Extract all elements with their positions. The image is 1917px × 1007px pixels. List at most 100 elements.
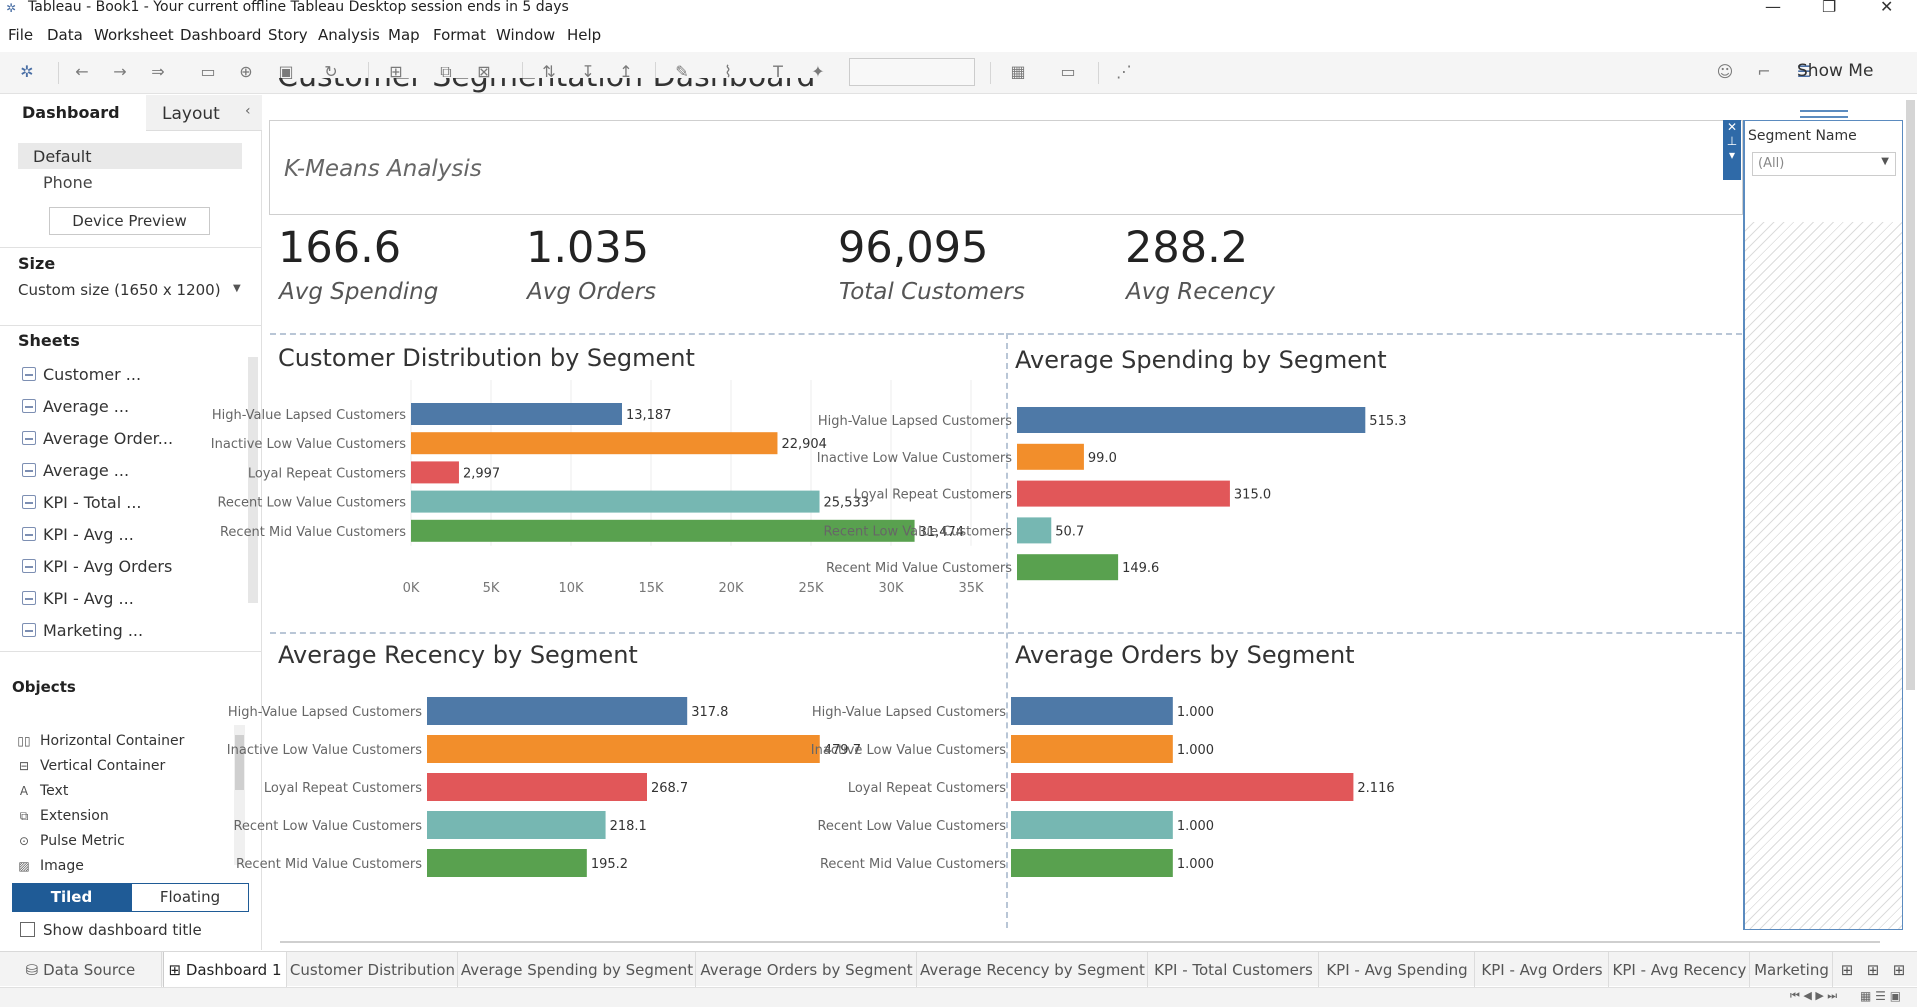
- menu-dashboard[interactable]: Dashboard: [180, 26, 262, 44]
- presentation-icon[interactable]: ▭: [1060, 62, 1076, 81]
- bar[interactable]: [411, 403, 622, 425]
- sheets-scrollbar[interactable]: [248, 357, 258, 603]
- tab-customer-distribution[interactable]: Customer Distribution: [288, 952, 458, 987]
- subtitle-container[interactable]: K-Means Analysis: [269, 120, 1743, 215]
- tab-kpi-avg-spending[interactable]: KPI - Avg Spending: [1320, 952, 1475, 987]
- sheet-item[interactable]: KPI - Total ...: [22, 493, 142, 515]
- show-me-button[interactable]: Show Me: [1797, 61, 1874, 81]
- bar[interactable]: [427, 697, 688, 725]
- bar[interactable]: [1011, 697, 1173, 725]
- bar[interactable]: [1017, 517, 1052, 544]
- fit-dropdown[interactable]: [849, 58, 975, 86]
- chevron-down-icon[interactable]: ▾: [1728, 148, 1736, 162]
- chart-customer-distribution[interactable]: 0K5K10K15K20K25K30K35KDistinct count of …: [211, 380, 1004, 630]
- object-image[interactable]: ▨ Image: [16, 858, 84, 874]
- object-pulse-metric[interactable]: ⊙ Pulse Metric: [16, 833, 125, 849]
- object-extension[interactable]: ⧉ Extension: [16, 808, 109, 824]
- tab-layout[interactable]: Layout: [162, 104, 220, 124]
- chart-average-spending[interactable]: High-Value Lapsed Customers 515.3 Inactive…: [817, 380, 1740, 630]
- object-vertical-container[interactable]: ⊟ Vertical Container: [16, 758, 165, 774]
- tab-kpi-total-customers[interactable]: KPI - Total Customers: [1149, 952, 1319, 987]
- bar[interactable]: [411, 461, 459, 484]
- swap-icon[interactable]: ⇅: [542, 62, 556, 81]
- bar[interactable]: [411, 519, 915, 542]
- object-horizontal-container[interactable]: ▯▯ Horizontal Container: [17, 733, 185, 749]
- menu-file[interactable]: File: [8, 26, 34, 44]
- bar[interactable]: [427, 773, 647, 801]
- tab-dashboard-1[interactable]: ⊞ Dashboard 1: [163, 952, 287, 987]
- bar[interactable]: [1017, 407, 1366, 433]
- chat-icon[interactable]: ☺: [1716, 62, 1734, 81]
- clear-sheet-icon[interactable]: ⊠: [477, 62, 491, 81]
- sheet-item[interactable]: Average ...: [22, 461, 129, 483]
- canvas-vertical-scrollbar[interactable]: [1906, 100, 1915, 690]
- new-story-icon[interactable]: ⊞: [1892, 961, 1906, 979]
- sheet-item[interactable]: KPI - Avg Orders: [22, 557, 172, 579]
- show-dashboard-title-checkbox[interactable]: Show dashboard title: [20, 921, 202, 939]
- refresh-icon[interactable]: ↻: [324, 62, 338, 81]
- menu-help[interactable]: Help: [567, 26, 602, 44]
- tab-navigation-icon[interactable]: ⏮ ◀ ▶ ⏭: [1790, 989, 1838, 1002]
- minimize-icon[interactable]: —: [1765, 0, 1781, 16]
- restore-icon[interactable]: ❐: [1822, 0, 1837, 16]
- device-phone[interactable]: Phone: [43, 173, 93, 192]
- collapse-panel-icon[interactable]: ‹: [245, 103, 251, 119]
- chevron-down-icon[interactable]: ▼: [233, 283, 241, 294]
- duplicate-icon[interactable]: ⧉: [440, 62, 452, 81]
- pin-icon[interactable]: ✦: [811, 62, 825, 81]
- device-preview-button[interactable]: Device Preview: [49, 207, 210, 235]
- format-painter-icon[interactable]: ⌐: [1757, 62, 1771, 81]
- share-icon[interactable]: ⋰: [1116, 62, 1132, 81]
- tab-kpi-avg-recency[interactable]: KPI - Avg Recency: [1610, 952, 1750, 987]
- fit-icon[interactable]: ▦: [1010, 62, 1026, 81]
- chart-average-orders[interactable]: High-Value Lapsed Customers 1.000 Inactive…: [811, 678, 1740, 928]
- replay-icon[interactable]: ⇒: [151, 62, 165, 81]
- sort-ascending-icon[interactable]: ↧: [581, 62, 595, 81]
- new-worksheet-icon[interactable]: ⊞: [389, 62, 403, 81]
- redo-icon[interactable]: →: [113, 62, 127, 81]
- tab-average-recency[interactable]: Average Recency by Segment: [918, 952, 1148, 987]
- floating-button[interactable]: Floating: [131, 883, 249, 912]
- bar[interactable]: [1011, 849, 1173, 877]
- tab-average-spending[interactable]: Average Spending by Segment: [459, 952, 696, 987]
- sheet-item[interactable]: Marketing ...: [22, 621, 143, 643]
- highlight-icon[interactable]: ✎: [675, 62, 689, 81]
- bar[interactable]: [411, 432, 778, 455]
- bar[interactable]: [427, 735, 820, 763]
- size-dropdown[interactable]: Custom size (1650 x 1200): [18, 281, 221, 299]
- tab-data-source[interactable]: ⛁ Data Source: [0, 952, 162, 987]
- menu-analysis[interactable]: Analysis: [318, 26, 380, 44]
- tableau-home-icon[interactable]: ✲: [20, 62, 34, 81]
- menu-map[interactable]: Map: [388, 26, 420, 44]
- tab-kpi-avg-orders[interactable]: KPI - Avg Orders: [1476, 952, 1609, 987]
- bar[interactable]: [1017, 554, 1119, 581]
- objects-scrollbar[interactable]: [234, 725, 245, 865]
- bar[interactable]: [1011, 773, 1354, 801]
- group-icon[interactable]: ⌇: [724, 62, 732, 81]
- label-icon[interactable]: T: [773, 62, 783, 81]
- tiled-button[interactable]: Tiled: [12, 883, 131, 912]
- menu-worksheet[interactable]: Worksheet: [94, 26, 174, 44]
- menu-story[interactable]: Story: [268, 26, 308, 44]
- bar[interactable]: [1017, 443, 1084, 470]
- chart-average-recency[interactable]: High-Value Lapsed Customers 317.8 Inactive…: [227, 678, 1004, 928]
- device-default[interactable]: Default: [18, 143, 242, 169]
- close-icon[interactable]: ✕: [1880, 0, 1894, 16]
- undo-icon[interactable]: ←: [75, 62, 89, 81]
- segment-name-filter-dropdown[interactable]: (All) ▼: [1752, 152, 1896, 176]
- canvas-horizontal-scrollbar[interactable]: [280, 941, 1880, 943]
- menu-data[interactable]: Data: [47, 26, 83, 44]
- sheet-item[interactable]: Customer ...: [22, 365, 141, 387]
- bar[interactable]: [1017, 480, 1230, 507]
- bar[interactable]: [1011, 735, 1173, 763]
- tab-average-orders[interactable]: Average Orders by Segment: [697, 952, 917, 987]
- bar[interactable]: [1011, 811, 1173, 839]
- object-text[interactable]: A Text: [16, 783, 68, 799]
- objects-scroll-thumb[interactable]: [235, 735, 244, 790]
- view-grid-icon[interactable]: ▦ ☰ ▣: [1860, 989, 1902, 1003]
- bar[interactable]: [411, 490, 820, 513]
- sheet-item[interactable]: KPI - Avg ...: [22, 525, 134, 547]
- pause-updates-icon[interactable]: ▣: [278, 62, 294, 81]
- show-me-icon[interactable]: ☰: [1796, 62, 1812, 81]
- pin-icon[interactable]: ⊥: [1726, 134, 1738, 148]
